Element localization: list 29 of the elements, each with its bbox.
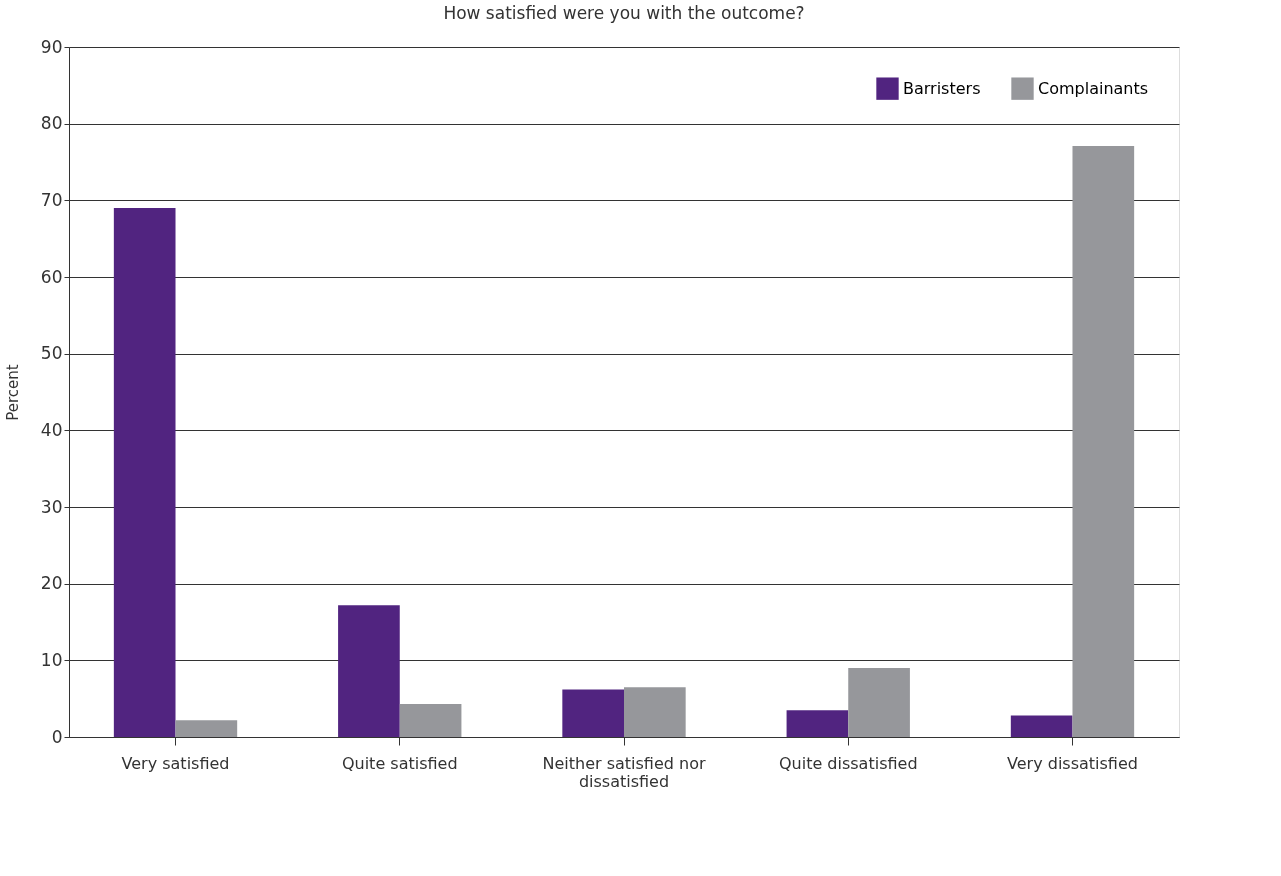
- legend-label: Complainants: [1038, 78, 1149, 98]
- bar: [1010, 715, 1073, 737]
- y-tick-label: 60: [40, 266, 63, 287]
- y-tick-label: 90: [40, 36, 63, 57]
- y-tick-label: 20: [40, 573, 63, 594]
- bar: [848, 668, 910, 737]
- y-tick-label: 70: [40, 189, 63, 210]
- x-tick-label: Quite dissatisfied: [778, 753, 918, 773]
- chart-title: How satisfied were you with the outcome?: [443, 3, 805, 23]
- x-tick-label: Neither satisfied nor dissatisfied: [542, 753, 706, 791]
- x-tick-label: Very dissatisfied: [1007, 753, 1138, 773]
- x-tick-label: Very satisfied: [121, 753, 230, 773]
- bar: [338, 605, 400, 737]
- bar: [175, 720, 238, 737]
- bar: [562, 689, 624, 737]
- x-tick-label: Quite satisfied: [341, 753, 458, 773]
- y-tick-label: 50: [40, 343, 63, 364]
- y-tick-label: 80: [40, 113, 63, 134]
- y-axis-title: Percent: [3, 364, 22, 421]
- bar: [399, 704, 462, 737]
- y-tick-label: 40: [40, 419, 63, 440]
- y-tick-label: 30: [40, 496, 63, 517]
- y-tick-label: 10: [40, 649, 63, 670]
- bar: [786, 710, 849, 737]
- bar: [624, 687, 686, 737]
- legend-label: Barristers: [903, 78, 981, 98]
- y-tick-label: 0: [51, 726, 63, 747]
- bar: [113, 208, 176, 737]
- bar: [1072, 145, 1135, 737]
